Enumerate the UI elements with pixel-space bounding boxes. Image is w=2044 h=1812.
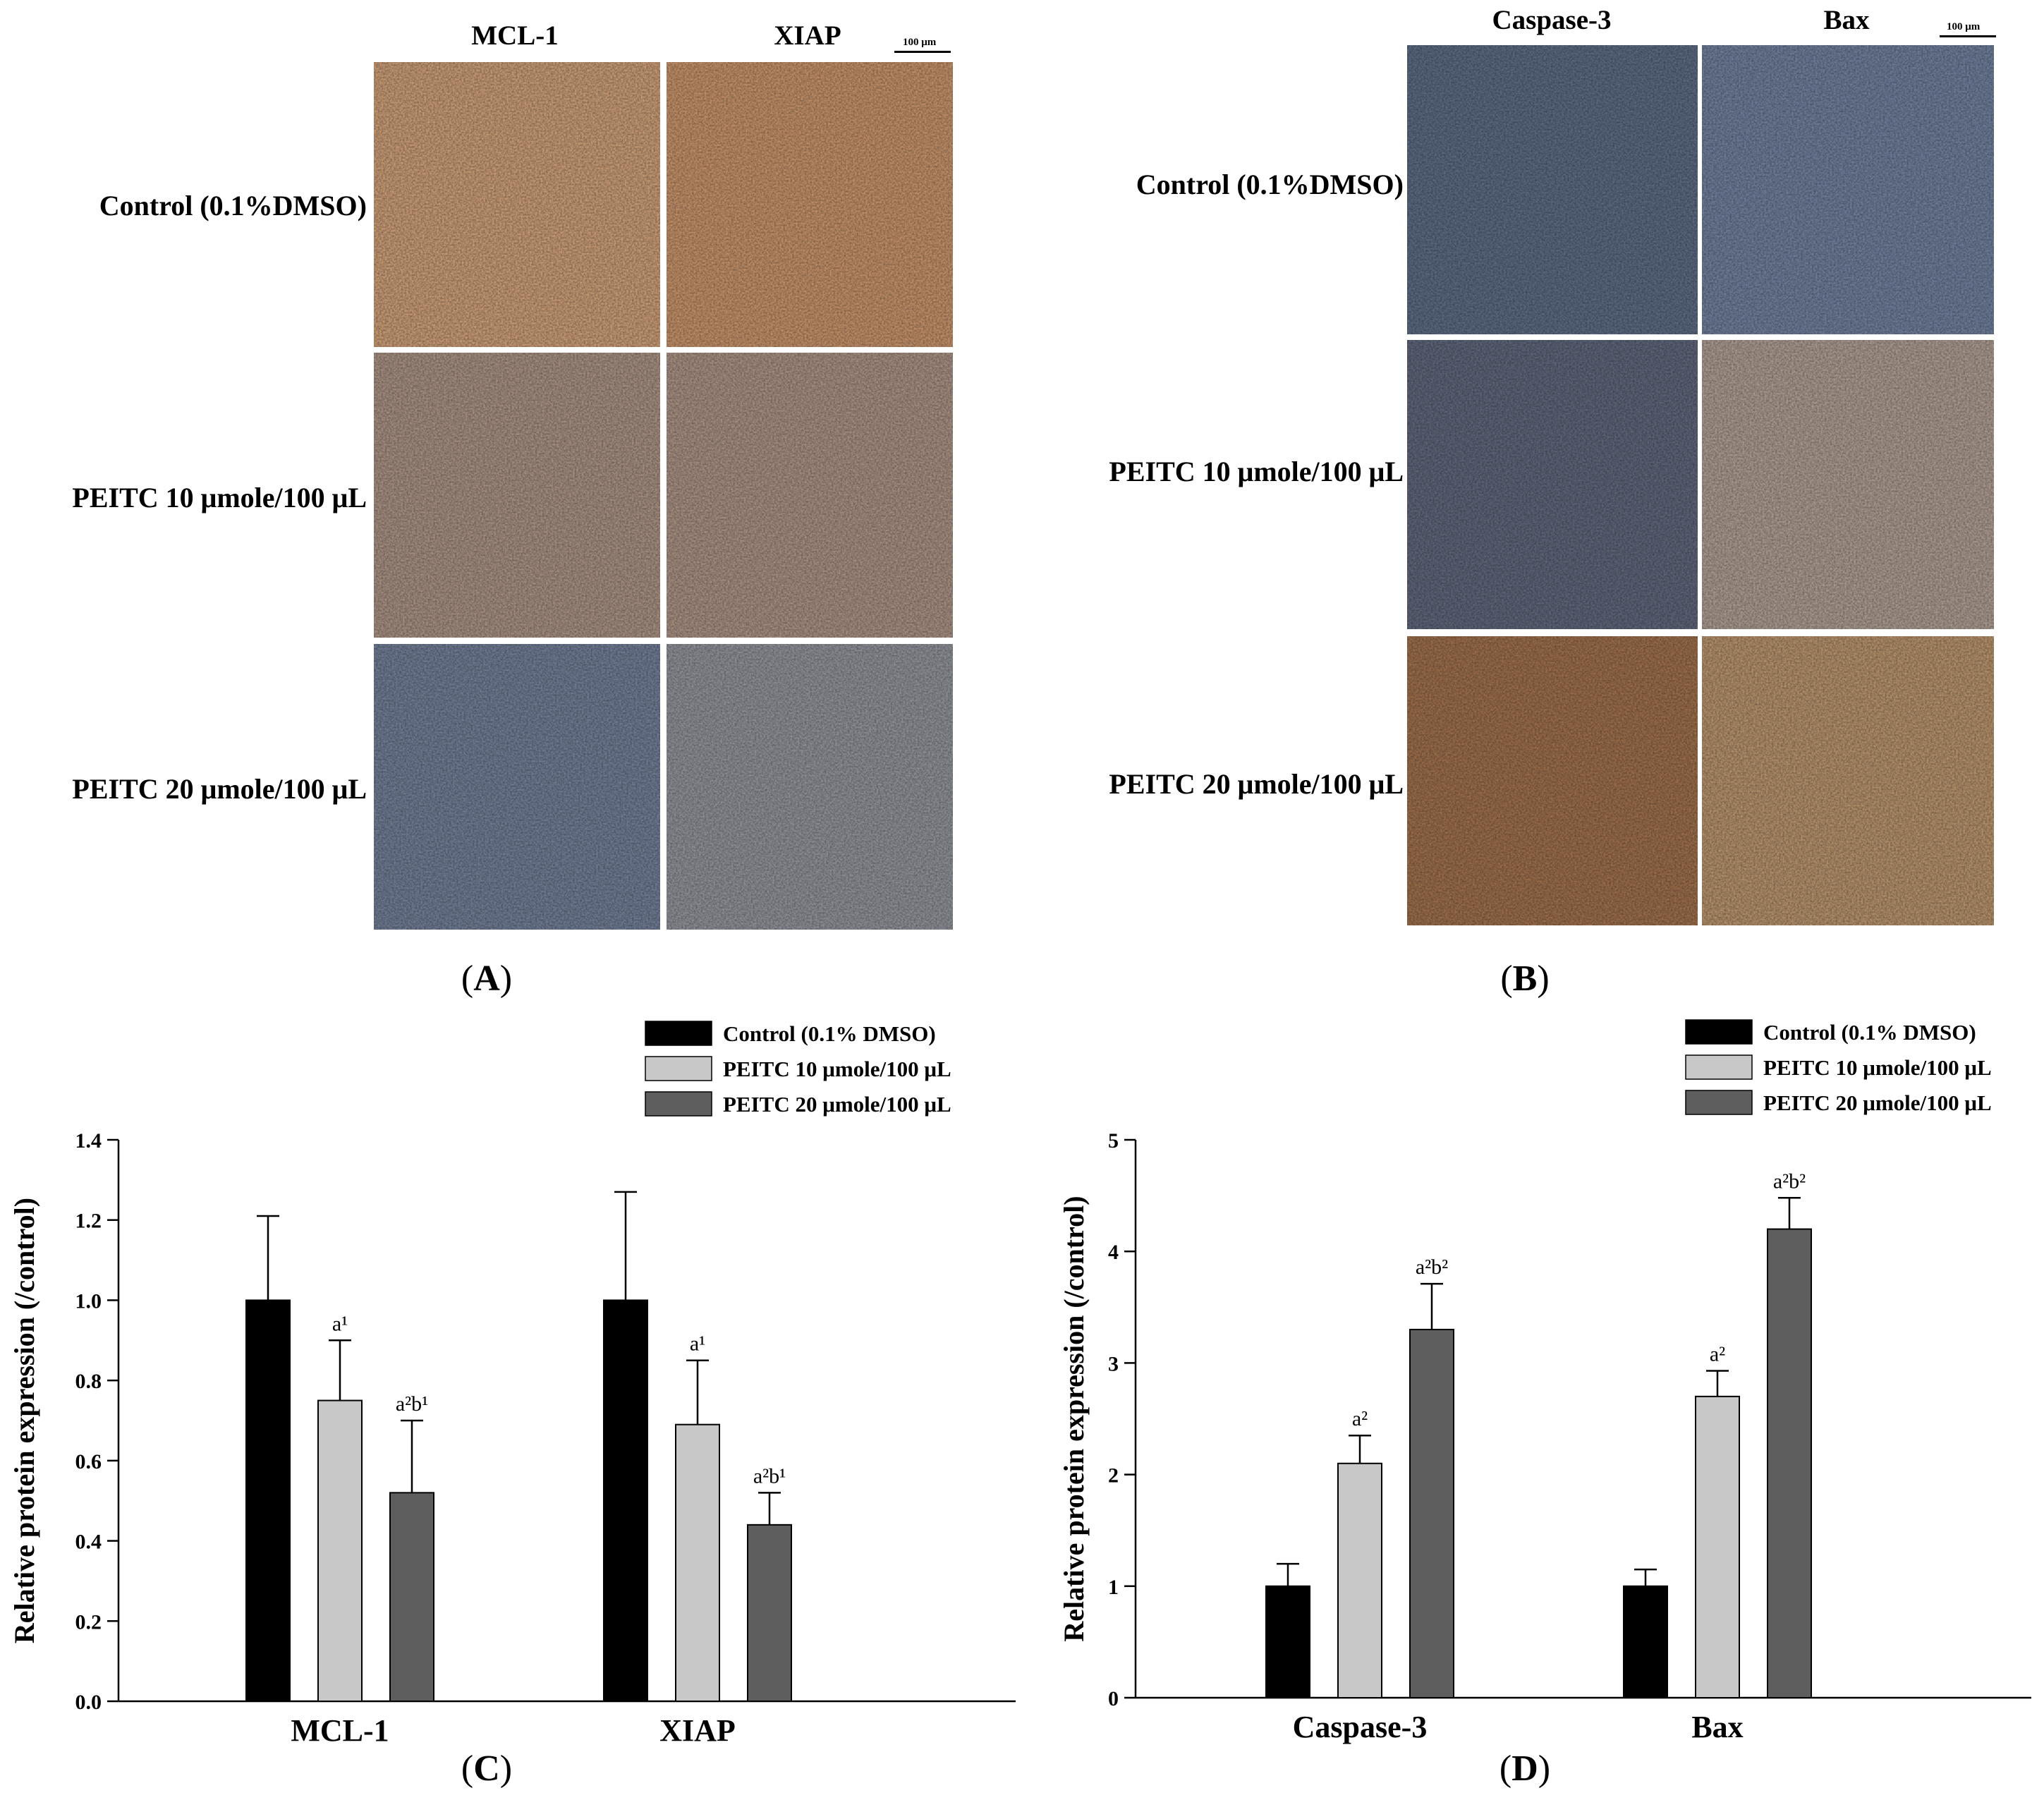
- panel-a-row-label-peitc20: PEITC 20 μmole/100 μL: [72, 773, 367, 805]
- bar-bax-series-3: [1767, 1228, 1812, 1698]
- significance-label: a¹: [332, 1312, 348, 1335]
- panel-b-image-bax-peitc10: [1702, 340, 1994, 629]
- y-tick-label: 1.4: [75, 1129, 102, 1153]
- y-tick-label: 1.2: [75, 1210, 102, 1233]
- y-axis-label: Relative protein expression (/control): [8, 1198, 40, 1643]
- panel-a-col-header-mcl1: MCL-1: [471, 20, 559, 51]
- micrograph-texture: [374, 353, 660, 638]
- micrograph-texture: [667, 353, 953, 638]
- panel-d-chart: 0 1 2 3 4 5 Relative protein expression (/cont…: [1023, 987, 2044, 1812]
- significance-label: a²b¹: [753, 1464, 786, 1488]
- x-category-label: Caspase-3: [1293, 1710, 1428, 1744]
- bar-mcl1-series-2: [317, 1399, 363, 1702]
- micrograph-texture: [1702, 636, 1994, 925]
- legend-swatch: [645, 1056, 712, 1081]
- panel-b-scale-bar: [1940, 35, 1996, 37]
- panel-b-image-bax-control: [1702, 45, 1994, 334]
- legend-label: PEITC 10 μmole/100 μL: [1763, 1055, 1992, 1080]
- y-tick-label: 0.2: [75, 1610, 102, 1634]
- panel-c-chart: 0.0 0.2 0.4 0.6 0.8 1.0 1.2 1.4 Relative protein…: [0, 987, 1023, 1812]
- micrograph-texture: [1702, 340, 1994, 629]
- micrograph-texture: [1407, 636, 1698, 925]
- panel-c-chart-svg: 0.0 0.2 0.4 0.6 0.8 1.0 1.2 1.4 Relative protein…: [8, 1021, 1016, 1748]
- legend-swatch: [1685, 1019, 1753, 1045]
- micrograph-texture: [374, 62, 660, 347]
- micrograph-texture: [374, 644, 660, 930]
- bar-bax-series-1: [1623, 1585, 1668, 1698]
- micrograph-texture: [667, 62, 953, 347]
- panel-a-label: (A): [461, 959, 513, 999]
- significance-label: a²: [1710, 1342, 1725, 1366]
- panel-d-label: (D): [1499, 1749, 1551, 1789]
- micrograph-texture: [1407, 45, 1698, 334]
- panel-a-image-xiap-peitc10: [667, 353, 953, 638]
- panel-a-image-mcl1-peitc20: [374, 644, 660, 930]
- y-tick-label: 0.4: [75, 1531, 102, 1554]
- panel-a-row-label-peitc10: PEITC 10 μmole/100 μL: [72, 482, 367, 513]
- legend-label: PEITC 10 μmole/100 μL: [723, 1057, 951, 1081]
- panel-b-col-header-caspase3: Caspase-3: [1492, 5, 1612, 35]
- panel-c-label: (C): [461, 1749, 513, 1789]
- panel-b-image-caspase3-peitc20: [1407, 636, 1698, 925]
- x-category-label: MCL-1: [291, 1713, 389, 1748]
- panel-a-image-xiap-control: [667, 62, 953, 347]
- panel-a-scale-bar: [894, 51, 951, 53]
- significance-label: a²b²: [1773, 1169, 1806, 1193]
- y-tick-label: 0.0: [75, 1691, 102, 1714]
- legend-label: Control (0.1% DMSO): [723, 1021, 936, 1046]
- x-category-label: Bax: [1691, 1710, 1743, 1744]
- legend-label: PEITC 20 μmole/100 μL: [723, 1092, 951, 1117]
- bar-caspase3-series-2: [1337, 1462, 1382, 1699]
- panel-a-scale-label: 100 μm: [903, 37, 937, 48]
- panel-b-row-label-peitc20: PEITC 20 μmole/100 μL: [1109, 768, 1404, 800]
- y-tick-label: 1: [1108, 1576, 1119, 1599]
- x-category-label: XIAP: [659, 1713, 736, 1748]
- bar-xiap-series-3: [747, 1524, 792, 1702]
- micrograph-texture: [1407, 340, 1698, 629]
- panel-a-image-mcl1-peitc10: [374, 353, 660, 638]
- panel-a-row-label-control: Control (0.1%DMSO): [99, 190, 367, 221]
- y-tick-label: 4: [1108, 1241, 1119, 1264]
- panel-b-image-caspase3-control: [1407, 45, 1698, 334]
- significance-label: a²b²: [1416, 1255, 1448, 1279]
- y-tick-label: 0: [1108, 1687, 1119, 1710]
- bar-caspase3-series-3: [1409, 1328, 1454, 1698]
- panel-b-row-label-peitc10: PEITC 10 μmole/100 μL: [1109, 456, 1404, 487]
- significance-label: a²: [1352, 1407, 1368, 1430]
- legend-swatch: [645, 1021, 712, 1046]
- panel-b-col-header-bax: Bax: [1823, 5, 1870, 35]
- legend-label: PEITC 20 μmole/100 μL: [1763, 1090, 1992, 1115]
- y-tick-label: 0.6: [75, 1450, 102, 1473]
- y-tick-label: 1.0: [75, 1289, 102, 1313]
- panel-b-row-label-control: Control (0.1%DMSO): [1136, 169, 1404, 200]
- y-tick-label: 2: [1108, 1464, 1119, 1488]
- y-tick-label: 0.8: [75, 1370, 102, 1393]
- bar-xiap-series-2: [675, 1423, 720, 1703]
- panel-a-image-xiap-peitc20: [667, 644, 953, 930]
- significance-label: a¹: [690, 1332, 705, 1356]
- legend-label: Control (0.1% DMSO): [1763, 1020, 1976, 1045]
- panel-b-image-caspase3-peitc10: [1407, 340, 1698, 629]
- panel-b-image-bax-peitc20: [1702, 636, 1994, 925]
- legend-swatch: [1685, 1054, 1753, 1080]
- bar-bax-series-2: [1695, 1395, 1740, 1698]
- legend-swatch: [1685, 1090, 1753, 1115]
- micrograph-texture: [667, 644, 953, 930]
- significance-label: a²b¹: [396, 1392, 428, 1416]
- bar-mcl1-series-3: [389, 1492, 434, 1702]
- panel-b-label: (B): [1500, 959, 1550, 999]
- panel-a-col-header-xiap: XIAP: [774, 20, 841, 51]
- y-axis-label: Relative protein expression (/control): [1058, 1196, 1090, 1641]
- bar-caspase3-series-1: [1265, 1585, 1310, 1698]
- bar-mcl1-series-1: [245, 1299, 291, 1702]
- y-tick-label: 3: [1108, 1352, 1119, 1375]
- y-tick-label: 5: [1108, 1129, 1119, 1153]
- panel-d-chart-svg: 0 1 2 3 4 5 Relative protein expression (/cont…: [1058, 1019, 2031, 1744]
- legend-swatch: [645, 1091, 712, 1117]
- bar-xiap-series-1: [603, 1299, 648, 1702]
- panel-b-scale-label: 100 μm: [1947, 21, 1981, 32]
- micrograph-texture: [1702, 45, 1994, 334]
- panel-a-image-mcl1-control: [374, 62, 660, 347]
